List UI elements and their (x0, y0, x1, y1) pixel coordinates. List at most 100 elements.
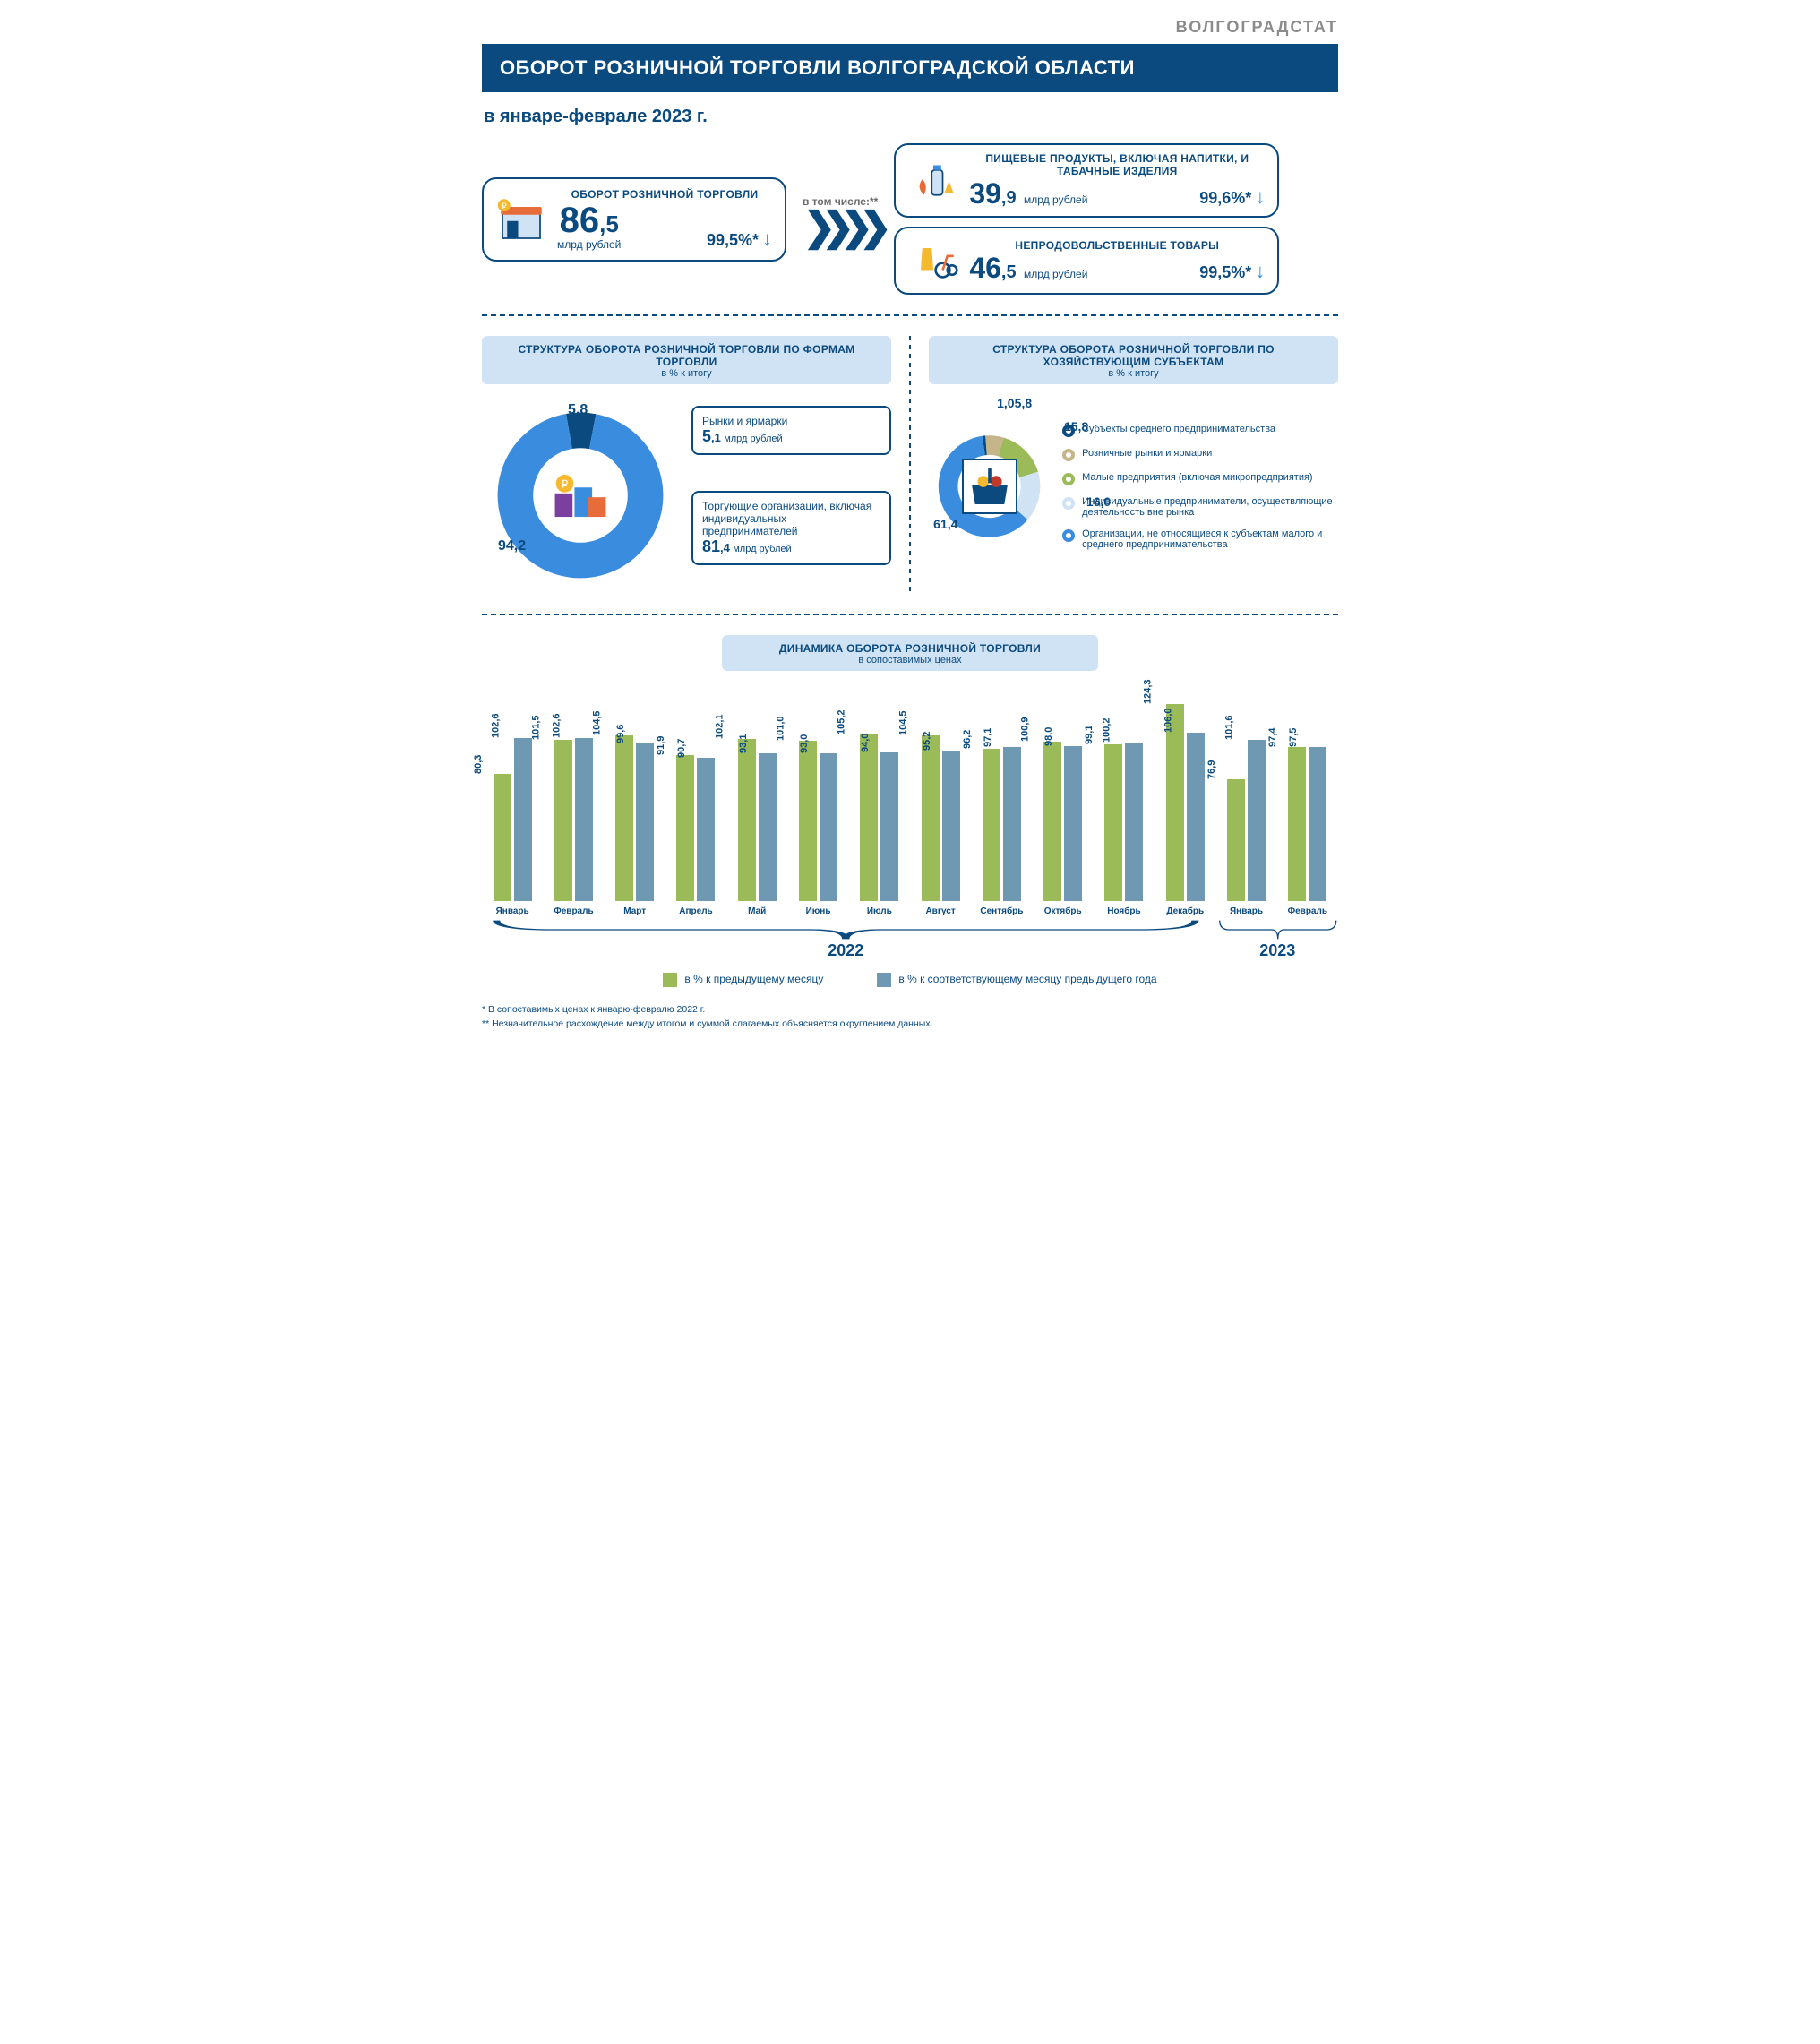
bar-a: 102,1 (738, 739, 756, 901)
bar-a: 91,9 (676, 755, 694, 901)
callout-markets: Рынки и ярмарки 5,1 млрд рублей (691, 406, 891, 455)
footnote-2: ** Незначительное расхождение между итог… (482, 1018, 1338, 1032)
month-label: Январь (1230, 906, 1263, 916)
bar-value-label: 101,5 (531, 716, 545, 741)
bar-value-label: 106,0 (1163, 709, 1176, 734)
donut2-title: СТРУКТУРА ОБОРОТА РОЗНИЧНОЙ ТОРГОВЛИ ПО … (941, 343, 1326, 368)
bar-b: 97,1 (1003, 747, 1021, 901)
donut2-slice-label: 61,4 (933, 517, 957, 531)
legend-text: Индивидуальные предприниматели, осуществ… (1082, 496, 1338, 518)
month-label: Февраль (1288, 906, 1327, 916)
bar-b: 100,2 (1125, 743, 1143, 901)
bar-value-label: 102,6 (552, 714, 565, 739)
page-subtitle: в январе-феврале 2023 г. (484, 107, 1336, 127)
svg-text:₽: ₽ (502, 201, 507, 210)
donut1-label-big: 94,2 (498, 538, 526, 554)
legend-item: Организации, не относящиеся к субъектам … (1062, 528, 1338, 550)
donut1-title: СТРУКТУРА ОБОРОТА РОЗНИЧНОЙ ТОРГОВЛИ ПО … (494, 343, 879, 368)
total-unit: млрд рублей (557, 238, 621, 251)
month-label: Апрель (679, 906, 712, 916)
bar-a: 105,2 (860, 734, 878, 901)
month-column: 97,497,5Февраль (1281, 695, 1335, 916)
bar-value-label: 124,3 (1142, 680, 1155, 705)
month-label: Октябрь (1044, 906, 1082, 916)
bar-value-label: 97,4 (1267, 727, 1281, 746)
donut2-panel: СТРУКТУРА ОБОРОТА РОЗНИЧНОЙ ТОРГОВЛИ ПО … (929, 336, 1338, 594)
bar-value-label: 97,1 (983, 728, 996, 747)
arrow-down-icon: ↓ (762, 228, 772, 250)
legend-text: Организации, не относящиеся к субъектам … (1082, 528, 1338, 550)
bar-chart: 80,3102,6Январь101,5102,6Февраль104,599,… (482, 683, 1338, 916)
bar-value-label: 104,5 (897, 711, 911, 736)
month-column: 76,9101,6Январь (1219, 695, 1273, 916)
legend-a: в % к предыдущему месяцу (663, 973, 823, 987)
bar-value-label: 93,1 (738, 734, 751, 753)
divider (482, 614, 1338, 615)
legend-item: Малые предприятия (включая микропредприя… (1062, 472, 1338, 485)
month-label: Февраль (554, 906, 593, 916)
bar-value-label: 102,1 (715, 715, 728, 740)
shop-icon: ₽ (496, 194, 546, 245)
bar-a: 101,5 (554, 740, 572, 901)
month-column: 99,1100,2Ноябрь (1097, 695, 1151, 916)
month-label: Сентябрь (980, 906, 1023, 916)
bar-value-label: 105,2 (837, 709, 850, 734)
top-row: ₽ ОБОРОТ РОЗНИЧНОЙ ТОРГОВЛИ 86,5 млрд ру… (482, 143, 1338, 295)
bar-a: 99,1 (1104, 744, 1122, 901)
bar-b: 97,5 (1309, 747, 1326, 902)
divider (482, 314, 1338, 316)
bar-value-label: 76,9 (1206, 760, 1220, 779)
card-food: ПИЩЕВЫЕ ПРОДУКТЫ, ВКЛЮЧАЯ НАПИТКИ, И ТАБ… (894, 143, 1279, 218)
basket-icon (962, 459, 1017, 514)
nonfood-pct: 99,5%*↓ (1199, 260, 1265, 283)
bar-value-label: 97,5 (1288, 727, 1301, 746)
legend-ring-icon (1062, 497, 1075, 510)
month-label: Декабрь (1166, 906, 1204, 916)
nonfood-icon (908, 236, 958, 286)
donut1-head: СТРУКТУРА ОБОРОТА РОЗНИЧНОЙ ТОРГОВЛИ ПО … (482, 336, 891, 384)
bar-b: 90,7 (697, 758, 715, 901)
bar-b: 93,0 (820, 753, 837, 901)
legend-ring-icon (1062, 449, 1075, 461)
donut2-chart: 1,05,815,816,061,4 (929, 397, 1050, 576)
bar-b: 98,0 (1064, 746, 1082, 901)
bar-value-label: 80,3 (472, 755, 485, 774)
year-brace (1217, 918, 1338, 941)
legend-item: Розничные рынки и ярмарки (1062, 448, 1338, 461)
bar-a: 124,3 (1166, 704, 1184, 901)
footnote-1: * В сопоставимых ценах к январю-февралю … (482, 1003, 1338, 1018)
callout-orgs-unit: млрд рублей (733, 544, 791, 554)
nonfood-unit: млрд рублей (1024, 268, 1087, 280)
arrow-down-icon: ↓ (1255, 260, 1265, 282)
month-label: Август (925, 906, 955, 916)
bars-sub: в сопоставимых ценах (734, 655, 1086, 666)
month-column: 124,3106,0 Декабрь (1158, 695, 1212, 916)
donut1-sub: в % к итогу (494, 368, 879, 379)
branding: ВОЛГОГРАДСТАТ (482, 18, 1338, 37)
bar-b: 95,2 (942, 751, 960, 901)
month-column: 104,599,6Март (608, 695, 662, 916)
total-pct: 99,5%*↓ (707, 228, 772, 251)
bar-value-label: 95,2 (921, 731, 934, 750)
card-nonfood: НЕПРОДОВОЛЬСТВЕННЫЕ ТОВАРЫ 46,5 млрд руб… (894, 227, 1279, 295)
bar-value-label: 90,7 (676, 738, 690, 757)
bar-legend: в % к предыдущему месяцу в % к соответст… (482, 973, 1338, 987)
bar-b: 102,6 (575, 738, 593, 901)
callout-markets-unit: млрд рублей (724, 434, 782, 444)
year-label: 2023 (1217, 941, 1338, 960)
callout-orgs-val: 81,4 (702, 537, 730, 555)
donut1-panel: СТРУКТУРА ОБОРОТА РОЗНИЧНОЙ ТОРГОВЛИ ПО … (482, 336, 891, 594)
legend-text: Розничные рынки и ярмарки (1082, 448, 1212, 459)
bar-a: 101,0 (799, 741, 817, 901)
bar-b: 102,6 (514, 738, 532, 901)
card-total: ₽ ОБОРОТ РОЗНИЧНОЙ ТОРГОВЛИ 86,5 млрд ру… (482, 177, 786, 262)
bar-a: 104,5 (615, 735, 633, 901)
bars-panel: ДИНАМИКА ОБОРОТА РОЗНИЧНОЙ ТОРГОВЛИ в со… (482, 635, 1338, 987)
food-value: 39,9 (969, 177, 1016, 210)
bar-b: 93,1 (759, 753, 777, 901)
bar-value-label: 99,6 (615, 724, 629, 743)
food-icon (908, 156, 958, 206)
bars-head: ДИНАМИКА ОБОРОТА РОЗНИЧНОЙ ТОРГОВЛИ в со… (722, 635, 1098, 671)
legend-item: Субъекты среднего предпринимательства (1062, 424, 1338, 437)
bar-value-label: 102,6 (490, 714, 503, 739)
